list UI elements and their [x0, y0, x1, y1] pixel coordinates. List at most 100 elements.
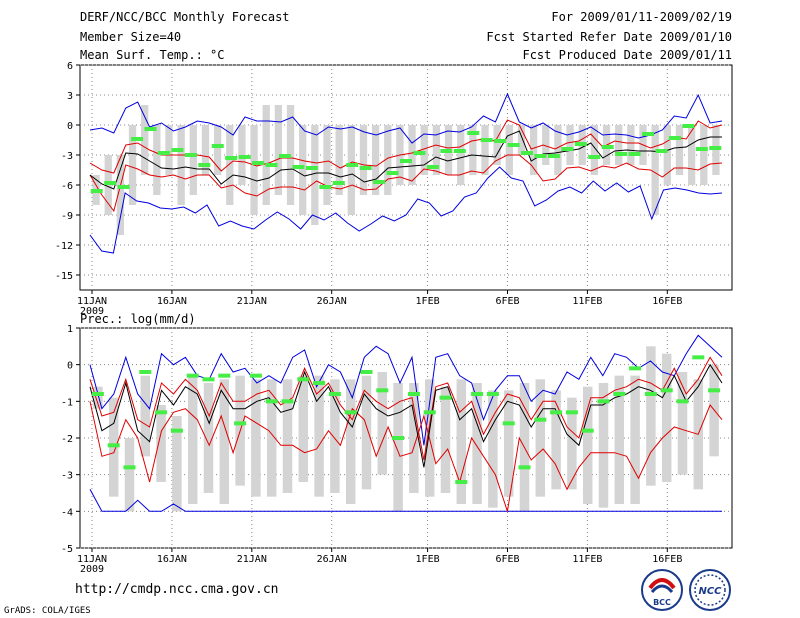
ensemble-box — [371, 125, 380, 195]
observed-marker — [597, 399, 610, 404]
ensemble-box — [661, 353, 672, 482]
observed-marker — [297, 377, 310, 382]
observed-marker — [494, 139, 507, 143]
y-tick-label: -12 — [55, 241, 73, 252]
ensemble-box — [393, 383, 403, 512]
observed-marker — [292, 165, 305, 169]
ensemble-box — [361, 375, 372, 490]
observed-marker — [480, 138, 493, 142]
footer-url[interactable]: http://cmdp.ncc.cma.gov.cn — [75, 582, 279, 597]
observed-marker — [455, 480, 468, 484]
observed-marker — [660, 388, 673, 393]
ensemble-box — [299, 125, 307, 215]
observed-marker — [211, 144, 224, 148]
x-tick-label: 6FEB — [495, 554, 519, 565]
observed-marker — [225, 156, 238, 160]
x-tick-label: 11FEB — [572, 554, 602, 565]
observed-marker — [392, 436, 405, 440]
forecast-period: For 2009/01/11-2009/02/19 — [551, 10, 732, 24]
y-tick-label: 6 — [67, 61, 73, 72]
ensemble-box — [187, 375, 198, 504]
observed-marker — [628, 152, 641, 156]
min-line — [89, 166, 723, 254]
x-tick-label: 11JAN — [77, 554, 107, 565]
produced-date: Fcst Produced Date 2009/01/11 — [522, 48, 732, 62]
observed-marker — [123, 465, 136, 470]
ensemble-box — [409, 383, 419, 493]
observed-marker — [518, 465, 531, 470]
ensemble-box — [687, 125, 696, 185]
observed-marker — [104, 181, 117, 185]
observed-marker — [426, 165, 439, 169]
ensemble-box — [377, 372, 388, 475]
y-tick-label: -3 — [61, 151, 73, 162]
ensemble-box — [93, 386, 103, 409]
observed-marker — [547, 154, 560, 158]
x-tick-label: 16JAN — [157, 296, 187, 307]
ensemble-box — [345, 379, 356, 504]
observed-marker — [139, 370, 152, 374]
ensemble-box — [226, 125, 234, 205]
ensemble-box — [456, 379, 467, 504]
ensemble-box — [298, 375, 309, 482]
observed-marker — [376, 388, 389, 393]
x-year-label: 2009 — [80, 306, 104, 317]
ensemble-box — [384, 125, 392, 195]
variable-label-prec: Prec.: log(mm/d) — [80, 312, 196, 326]
ensemble-box — [251, 379, 261, 497]
upper-spread-line — [89, 356, 723, 461]
observed-marker — [313, 381, 326, 385]
observed-marker — [249, 373, 262, 378]
observed-marker — [117, 185, 130, 189]
x-tick-label: 1FEB — [416, 554, 440, 565]
y-tick-label: -1 — [61, 397, 73, 408]
ensemble-box — [250, 125, 258, 215]
ensemble-box — [311, 125, 319, 225]
max-line — [89, 334, 723, 446]
observed-marker — [708, 388, 721, 393]
observed-marker — [692, 355, 705, 360]
y-tick-label: -15 — [55, 271, 73, 282]
observed-marker — [588, 155, 601, 159]
observed-marker — [709, 146, 722, 150]
y-tick-label: -5 — [61, 544, 73, 555]
x-year-label: 2009 — [80, 564, 104, 575]
observed-marker — [676, 399, 689, 404]
ensemble-box — [590, 125, 599, 175]
ensemble-box — [663, 125, 671, 185]
ensemble-box — [335, 125, 343, 195]
observed-marker — [198, 163, 211, 167]
observed-marker — [695, 147, 708, 151]
observed-marker — [346, 163, 359, 167]
observed-marker — [453, 149, 466, 153]
observed-marker — [373, 180, 386, 184]
observed-marker — [281, 399, 294, 404]
ensemble-box — [598, 383, 609, 508]
ensemble-box — [141, 105, 149, 175]
ensemble-box — [153, 125, 161, 195]
plot-frame — [79, 64, 733, 291]
y-tick-label: 1 — [67, 324, 73, 335]
observed-marker — [332, 181, 345, 185]
y-tick-label: -3 — [61, 471, 73, 482]
member-size: Member Size=40 — [80, 30, 182, 44]
observed-marker — [613, 392, 626, 396]
observed-marker — [265, 399, 278, 404]
observed-marker — [328, 392, 341, 396]
observed-marker — [629, 366, 642, 371]
observed-marker — [171, 148, 184, 152]
y-tick-label: -6 — [61, 181, 73, 192]
observed-marker — [252, 161, 265, 165]
ensemble-box — [330, 379, 340, 493]
x-tick-label: 16JAN — [157, 554, 187, 565]
ensemble-box — [219, 379, 230, 504]
observed-marker — [155, 410, 168, 415]
ensemble-box — [542, 125, 550, 165]
precipitation-panel: 1 0 -1 -2 -3 -4 -5 11JAN 16JAN 21JAN 26JAN 1FEB 6FEB… — [61, 324, 733, 575]
observed-marker — [439, 395, 452, 400]
observed-marker — [534, 154, 547, 158]
ensemble-box — [481, 125, 489, 175]
ensemble-box — [116, 155, 125, 235]
ensemble-box — [535, 379, 546, 497]
observed-marker — [157, 151, 170, 155]
